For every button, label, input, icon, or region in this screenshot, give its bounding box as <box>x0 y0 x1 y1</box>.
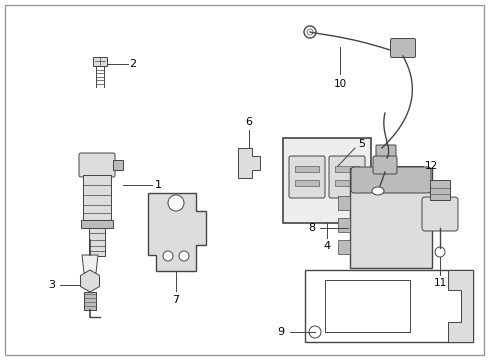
Bar <box>349 168 431 268</box>
Polygon shape <box>238 148 260 178</box>
Polygon shape <box>82 255 98 273</box>
Bar <box>93 57 107 66</box>
Bar <box>429 180 449 200</box>
Ellipse shape <box>371 187 383 195</box>
Circle shape <box>163 251 173 261</box>
Text: 3: 3 <box>48 280 55 290</box>
Text: 1: 1 <box>154 180 161 190</box>
FancyBboxPatch shape <box>288 156 325 198</box>
Circle shape <box>308 326 320 338</box>
Bar <box>283 138 370 223</box>
Bar <box>337 218 349 232</box>
Circle shape <box>306 29 312 35</box>
Circle shape <box>179 251 189 261</box>
Text: 9: 9 <box>277 327 284 337</box>
Bar <box>113 160 123 170</box>
Circle shape <box>434 247 444 257</box>
Bar <box>81 220 113 228</box>
Text: 11: 11 <box>432 278 446 288</box>
Bar <box>84 292 96 310</box>
Text: 7: 7 <box>172 295 179 305</box>
FancyBboxPatch shape <box>375 145 395 159</box>
Text: 2: 2 <box>129 59 136 69</box>
FancyBboxPatch shape <box>390 39 415 58</box>
Circle shape <box>168 195 183 211</box>
Bar <box>337 196 349 210</box>
Text: 5: 5 <box>358 139 365 149</box>
FancyBboxPatch shape <box>328 156 364 198</box>
Polygon shape <box>148 193 205 271</box>
Circle shape <box>304 26 315 38</box>
Text: 10: 10 <box>333 79 346 89</box>
FancyBboxPatch shape <box>350 167 430 193</box>
FancyBboxPatch shape <box>372 156 396 174</box>
Bar <box>325 280 409 332</box>
Polygon shape <box>447 270 472 342</box>
Bar <box>334 180 358 186</box>
Bar <box>294 166 318 172</box>
Polygon shape <box>81 270 100 292</box>
Bar <box>83 175 111 220</box>
Bar <box>305 270 472 342</box>
Text: 12: 12 <box>424 161 437 171</box>
Bar <box>334 166 358 172</box>
Text: 8: 8 <box>308 223 315 233</box>
Bar <box>337 240 349 254</box>
Bar <box>294 180 318 186</box>
Text: 4: 4 <box>323 241 330 251</box>
Text: 6: 6 <box>245 117 252 127</box>
FancyBboxPatch shape <box>79 153 115 177</box>
FancyBboxPatch shape <box>421 197 457 231</box>
Bar <box>89 228 105 256</box>
